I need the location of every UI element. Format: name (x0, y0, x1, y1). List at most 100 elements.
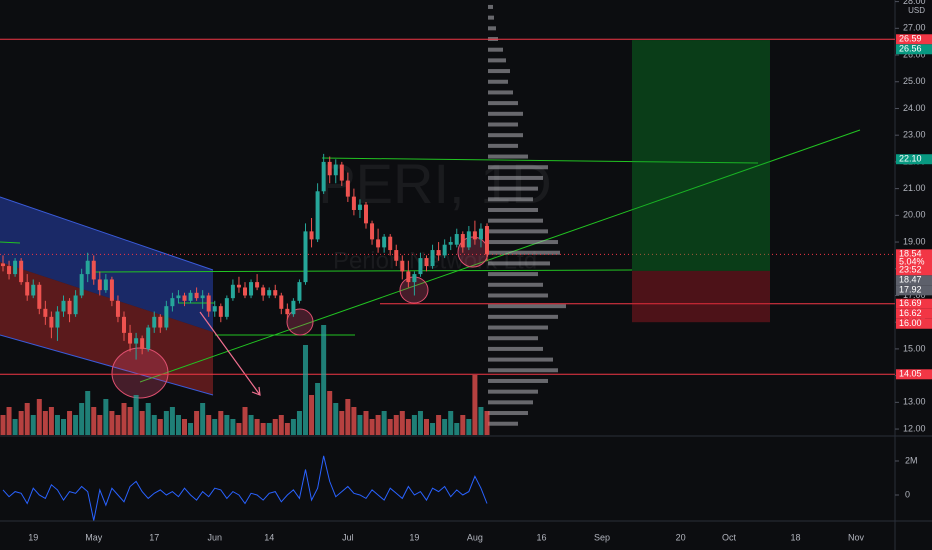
candle-body (122, 316, 126, 333)
volume-profile-bar (488, 400, 533, 405)
volume-bar (230, 419, 236, 435)
volume-bar (188, 423, 194, 435)
volume-bar (30, 415, 36, 435)
volume-bar (448, 411, 454, 435)
y-tick-label: 12.00 (903, 423, 926, 433)
candle-body (1, 263, 5, 267)
volume-bar (296, 411, 302, 435)
volume-bar (442, 419, 448, 435)
candle-body (128, 332, 133, 344)
volume-bar (236, 423, 242, 435)
y-tick-label: 19.00 (903, 236, 926, 246)
candle-body (224, 298, 229, 317)
volume-profile-bar (488, 240, 558, 245)
volume-bar (309, 395, 315, 435)
volume-bar (12, 419, 18, 435)
candle-body (364, 204, 368, 224)
y-tick-label: 28.00 (903, 0, 926, 6)
volume-bar (85, 391, 91, 435)
price-label: 17.92 (899, 285, 922, 295)
candle-body (394, 250, 399, 261)
drawings (0, 129, 861, 399)
volume-bar (327, 391, 333, 435)
volume-bar (454, 423, 460, 435)
candle-body (31, 284, 36, 296)
volume-profile-bar (488, 368, 558, 373)
channel-edge (0, 334, 214, 396)
volume-bar (0, 415, 6, 435)
candle-body (236, 284, 241, 288)
volume-bar (375, 415, 381, 435)
volume-bar (145, 403, 151, 435)
trend-line (321, 157, 759, 164)
volume-bar (6, 407, 12, 435)
candle-body (315, 191, 320, 240)
candle-body (472, 231, 477, 240)
volume-profile-bar (488, 26, 496, 31)
volume-bar (163, 411, 169, 435)
volume-profile-bar (488, 272, 538, 277)
candle-body (442, 244, 447, 256)
candle-body (13, 260, 18, 275)
y-tick-label: 26.00 (903, 49, 926, 59)
volume-bar (466, 419, 472, 435)
price-label: 22.10 (899, 154, 922, 164)
candle-body (170, 298, 175, 307)
candle-body (200, 295, 205, 299)
candle-body (430, 250, 435, 267)
y-tick-label: 23.00 (903, 130, 926, 140)
channel-edge (0, 196, 214, 271)
volume-profile-bar (488, 346, 543, 351)
countdown: 23:52 (899, 265, 922, 275)
volume-profile-bar (488, 389, 538, 394)
y-tick-label: 27.00 (903, 23, 926, 33)
candle-body (339, 164, 344, 181)
candle-body (321, 161, 326, 192)
price-label-box (896, 154, 932, 165)
volume-bar (182, 419, 187, 435)
candle-body (230, 284, 235, 299)
watermark-title: PERI, 1D (318, 152, 551, 215)
candle-body (19, 260, 24, 283)
volume-bar (242, 407, 248, 435)
channel-lower (0, 262, 213, 395)
volume-bar (200, 403, 206, 435)
volume-profile-bar (488, 357, 553, 362)
volume-bar (73, 415, 79, 435)
volume-bar (175, 415, 181, 435)
candle-body (164, 306, 169, 328)
volume-profile-bar (488, 293, 548, 298)
x-tick-label: Jul (342, 532, 354, 542)
volume-bar (115, 415, 121, 435)
x-tick-label: Aug (467, 532, 483, 542)
x-tick-label: Sep (594, 532, 610, 542)
price-label-box (896, 318, 932, 329)
volume-bar (24, 403, 30, 435)
trend-line (0, 241, 21, 244)
price-label: 26.59 (899, 34, 922, 44)
volume-profile-bar (488, 165, 548, 170)
volume-bar (303, 345, 308, 435)
candle-body (43, 308, 48, 317)
volume-profile-bar (488, 325, 548, 330)
indicator-line (2, 455, 488, 521)
volume-profile-bar (488, 207, 538, 212)
candle-body (485, 226, 489, 255)
volume-profile-bar (488, 133, 523, 138)
candle-body (188, 292, 193, 301)
candle-body (370, 223, 375, 240)
x-tick-label: May (85, 532, 103, 542)
trend-line (139, 129, 861, 383)
candle-body (466, 231, 471, 248)
price-label: 26.56 (899, 44, 922, 54)
candle-body (382, 236, 387, 248)
volume-bar (284, 423, 290, 435)
candle-body (37, 284, 42, 309)
candle-body (146, 327, 151, 349)
y-tick-label: 21.00 (903, 183, 926, 193)
volume-bar (103, 399, 109, 435)
volume-profile-bar (488, 90, 513, 95)
volume-bar (79, 403, 85, 435)
candle-body (85, 260, 90, 275)
